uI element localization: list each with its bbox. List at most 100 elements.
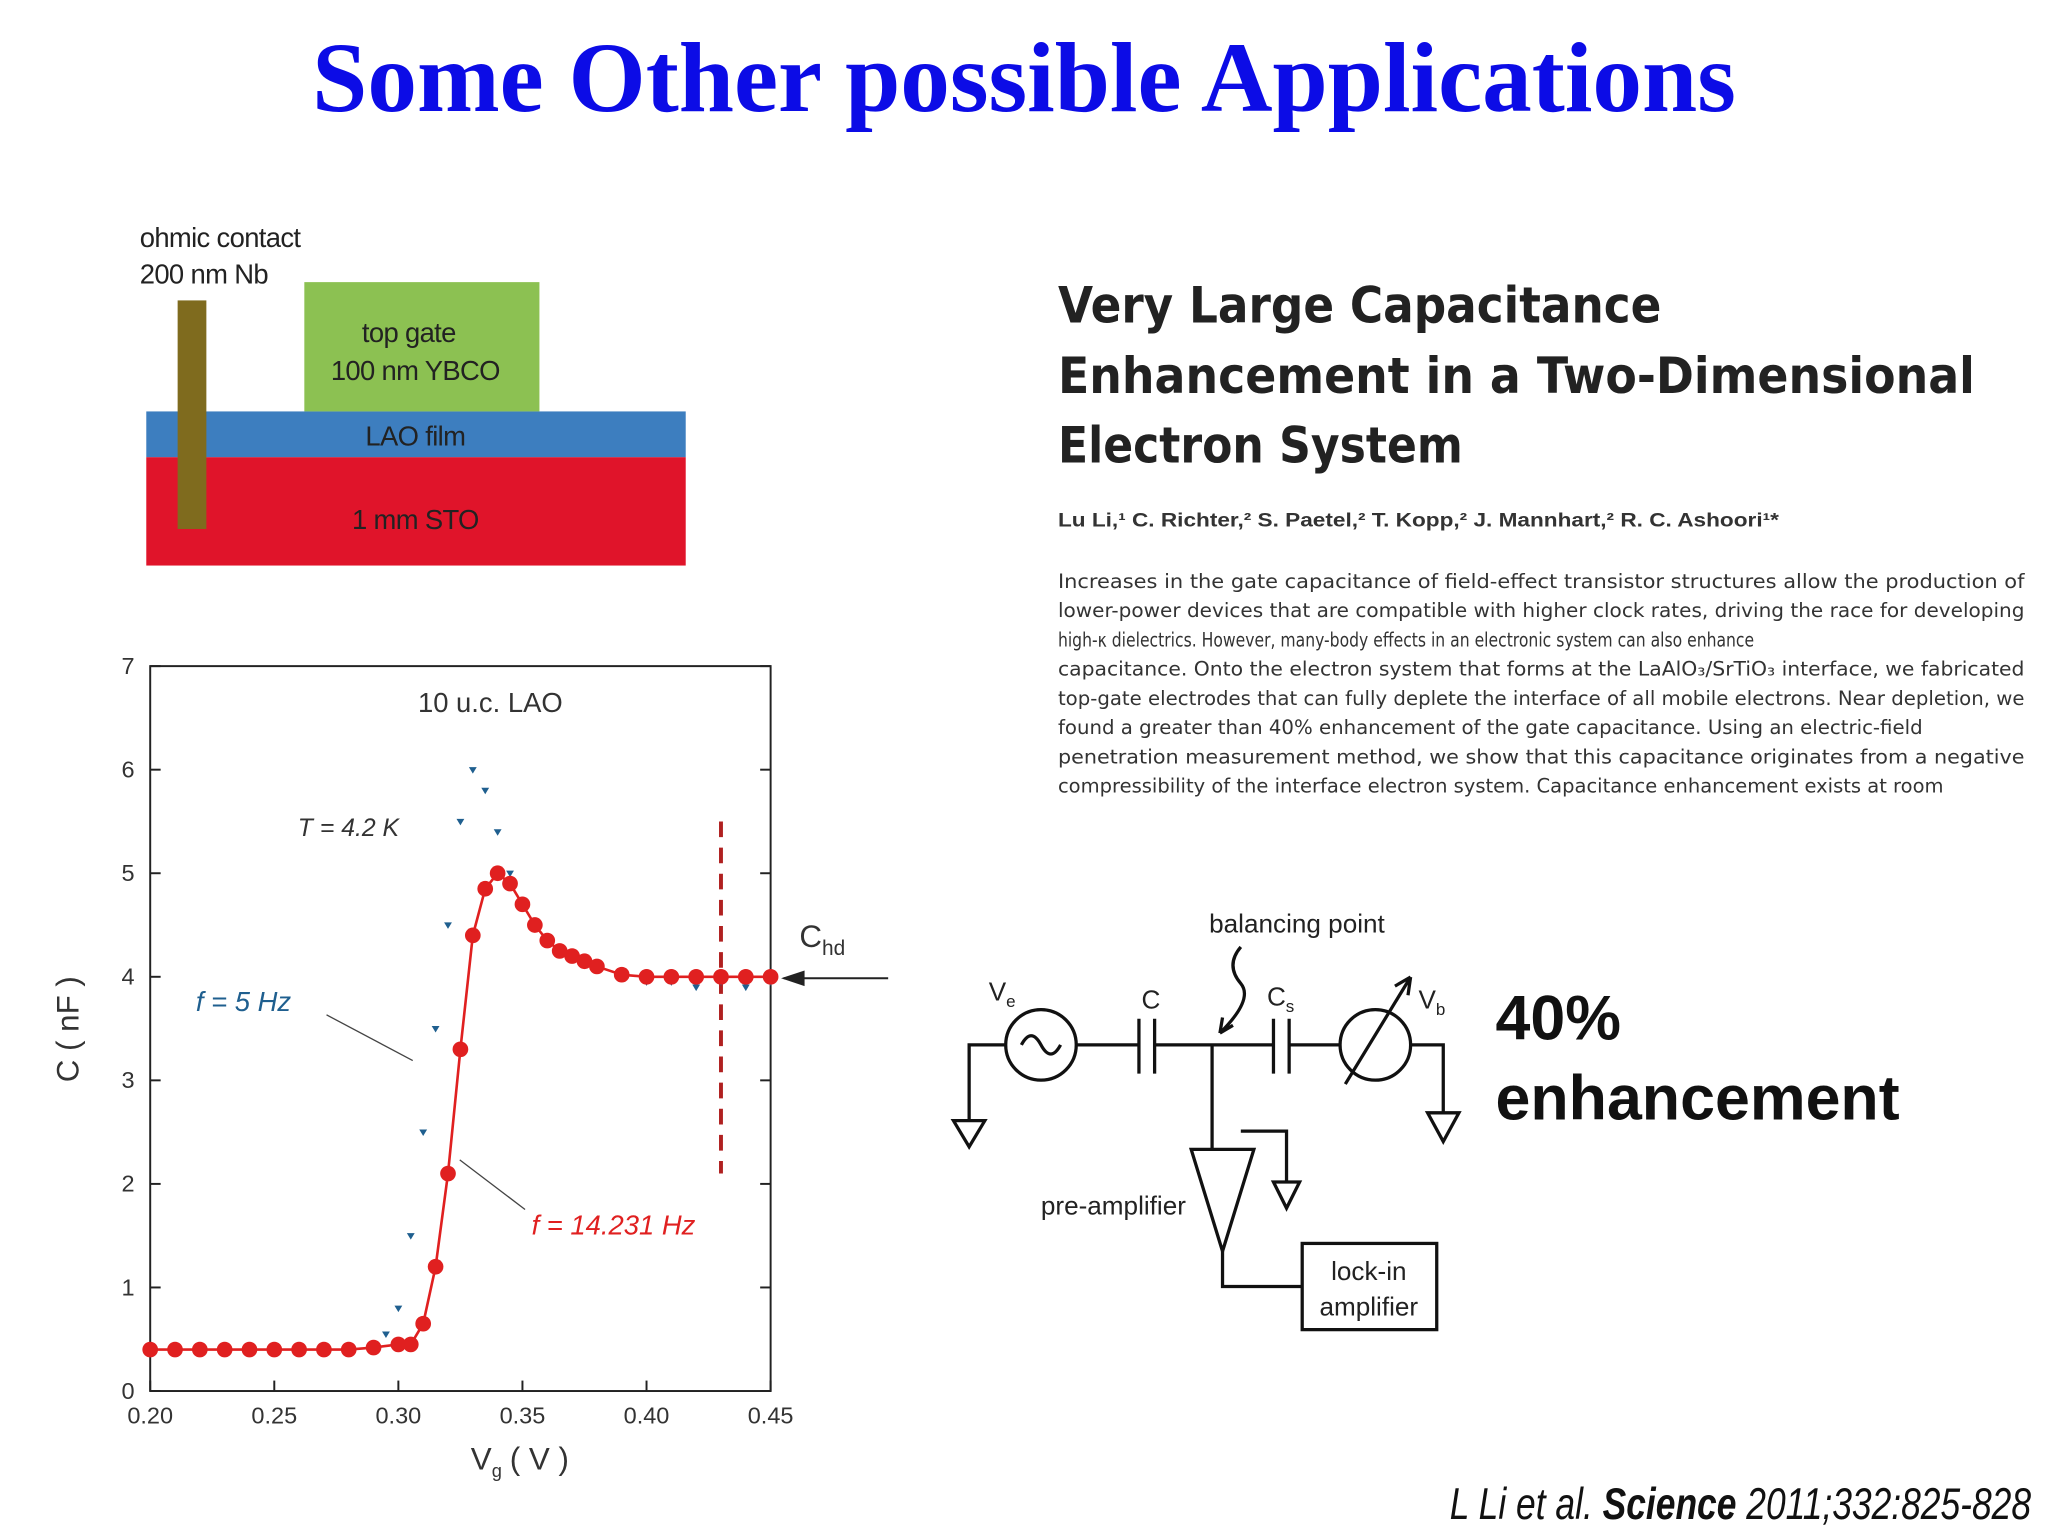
y-tick-label: 5 <box>121 860 134 886</box>
citation-ref: 2011;332:825-828 <box>1745 1480 2031 1529</box>
circuit-diagram: balancing point Ve C Cs Vb pre-amplifier… <box>950 909 1462 1332</box>
slide-title: Some Other possible Applications <box>312 24 1736 133</box>
substrate-layer <box>146 457 686 566</box>
gate-label: 100 nm YBCO <box>331 355 500 386</box>
lockin-box <box>1300 1241 1439 1332</box>
data-point <box>713 968 729 985</box>
y-axis-label: C ( nF ) <box>50 976 85 1082</box>
data-point <box>291 1341 307 1358</box>
contact-label: 200 nm Nb <box>140 258 269 289</box>
wires <box>967 1043 1445 1289</box>
data-point <box>415 1315 432 1332</box>
data-point <box>613 966 630 983</box>
data-point <box>493 829 502 836</box>
cap-label: C <box>1142 984 1161 1014</box>
abstract-line: high-κ dielectrics. However, many-body e… <box>1058 628 1754 651</box>
film-layer <box>146 411 686 458</box>
data-point <box>514 896 531 913</box>
x-label-unit: ( V ) <box>510 1441 569 1476</box>
data-point <box>489 865 506 882</box>
y-tick-label: 0 <box>121 1378 134 1404</box>
preamp-label: pre-amplifier <box>1041 1191 1186 1221</box>
x-tick-label: 0.20 <box>127 1403 173 1429</box>
arrowhead <box>781 970 805 987</box>
data-point <box>431 1025 440 1033</box>
callout: 40% <box>1496 984 1621 1054</box>
gate-layer <box>304 282 540 412</box>
data-point <box>551 943 568 959</box>
source-symbol-text: V <box>989 976 1007 1006</box>
sample-annotation: 10 u.c. LAO <box>418 687 563 718</box>
amplifier-symbol <box>1188 1147 1257 1257</box>
series-line <box>150 871 771 1351</box>
citation-journal: Science <box>1603 1480 1737 1529</box>
c-symbol: C <box>799 919 822 954</box>
abstract-line: Increases in the gate capacitance of fie… <box>1058 570 2026 593</box>
data-point <box>427 1258 444 1275</box>
meter-label: Vb <box>1418 984 1445 1019</box>
paper-excerpt: Very Large Capacitance Enhancement in a … <box>1058 277 2026 798</box>
data-point <box>737 968 754 985</box>
x-tick-label: 0.35 <box>500 1403 546 1429</box>
data-point <box>382 1331 390 1338</box>
data-point <box>402 1336 419 1353</box>
data-point <box>142 1341 159 1358</box>
plot-frame <box>149 665 772 1392</box>
x-label-symbol: V <box>471 1441 492 1476</box>
abstract-line: lower-power devices that are compatible … <box>1058 599 2025 622</box>
data-point <box>468 767 477 774</box>
data-point <box>452 1041 469 1058</box>
data-point <box>406 1233 415 1240</box>
data-point <box>440 1165 456 1182</box>
y-tick-label: 2 <box>121 1171 134 1197</box>
y-tick-label: 6 <box>121 757 134 783</box>
abstract-line: capacitance. Onto the electron system th… <box>1058 658 2025 681</box>
paper-title: Very Large Capacitance <box>1058 277 1661 335</box>
balancing-arrow <box>1218 945 1247 1035</box>
abstract-line: compressibility of the interface electro… <box>1058 775 1944 798</box>
data-point <box>192 1341 208 1358</box>
leader-line <box>459 1159 526 1210</box>
data-point <box>444 922 452 929</box>
abstract-line: penetration measurement method, we show … <box>1058 745 2025 768</box>
data-point <box>340 1341 357 1358</box>
data-point <box>167 1341 183 1358</box>
series-label: f = 14.231 Hz <box>532 1209 696 1240</box>
temperature-annotation: T = 4.2 K <box>298 815 401 842</box>
data-point <box>394 1305 403 1313</box>
lockin-label: lock-in <box>1331 1256 1406 1286</box>
data-point <box>741 984 750 992</box>
device-diagram: ohmic contact 200 nm Nb top gate 100 nm … <box>140 222 686 566</box>
y-tick-label: 4 <box>121 964 134 990</box>
leader-line <box>326 1014 414 1062</box>
meter-sub: b <box>1436 1000 1445 1019</box>
data-point <box>419 1129 428 1137</box>
contact-label: ohmic contact <box>140 222 302 253</box>
film-label: LAO film <box>365 420 465 451</box>
contact-bar <box>177 300 207 529</box>
meter-symbol <box>1338 1008 1413 1082</box>
data-point <box>502 875 518 892</box>
balancing-label: balancing point <box>1209 909 1385 939</box>
data-point <box>762 968 779 985</box>
lockin-label: amplifier <box>1319 1291 1418 1321</box>
data-point <box>527 917 543 933</box>
data-point <box>688 968 704 985</box>
y-tick-label: 3 <box>121 1067 134 1093</box>
data-point <box>241 1341 258 1358</box>
citation-authors: L Li et al. <box>1450 1480 1593 1529</box>
abstract-line: top-gate electrodes that can fully deple… <box>1058 687 2025 710</box>
x-tick-label: 0.40 <box>624 1403 670 1429</box>
data-point <box>464 927 481 944</box>
x-axis-label: Vg ( V ) <box>471 1441 569 1481</box>
chart: Vg ( V ) C ( nF ) 10 u.c. LAO T = 4.2 K C… <box>50 653 889 1481</box>
series-label: f = 5 Hz <box>196 986 291 1017</box>
substrate-label: 1 mm STO <box>352 504 479 535</box>
data-point <box>481 787 490 795</box>
abstract: Increases in the gate capacitance of fie… <box>1058 570 2026 798</box>
data-point <box>216 1341 233 1358</box>
source-sub: e <box>1006 992 1015 1011</box>
cap-s-label: Cs <box>1267 982 1294 1017</box>
data-point <box>390 1336 407 1353</box>
